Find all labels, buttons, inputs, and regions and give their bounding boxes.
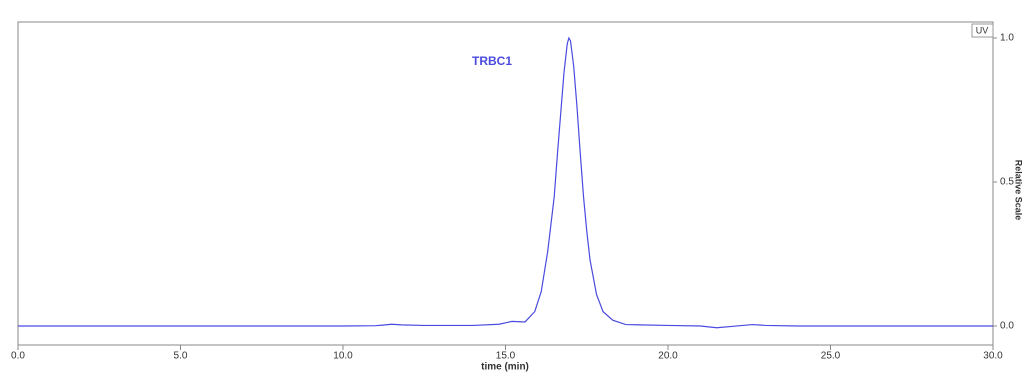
peak-annotation: TRBC1 xyxy=(472,54,512,68)
legend-box xyxy=(971,23,994,38)
x-tick-label: 0.0 xyxy=(11,351,25,362)
y-axis-label: Relative Scale xyxy=(1014,160,1022,221)
x-tick-label: 15.0 xyxy=(496,351,516,362)
trace-line xyxy=(18,36,993,329)
x-tick-label: 20.0 xyxy=(658,351,678,362)
y-tick-label: 0.5 xyxy=(1000,177,1014,188)
x-tick-label: 25.0 xyxy=(821,351,841,362)
x-tick-label: 5.0 xyxy=(174,351,188,362)
y-tick-label: 0.0 xyxy=(1000,321,1014,332)
x-axis-label: time (min) xyxy=(481,362,529,373)
plot-frame xyxy=(17,21,994,346)
legend-label: UV xyxy=(976,25,989,35)
x-tick-label: 10.0 xyxy=(333,351,353,362)
y-tick-label: 1.0 xyxy=(1000,33,1014,44)
x-tick-label: 30.0 xyxy=(983,351,1003,362)
